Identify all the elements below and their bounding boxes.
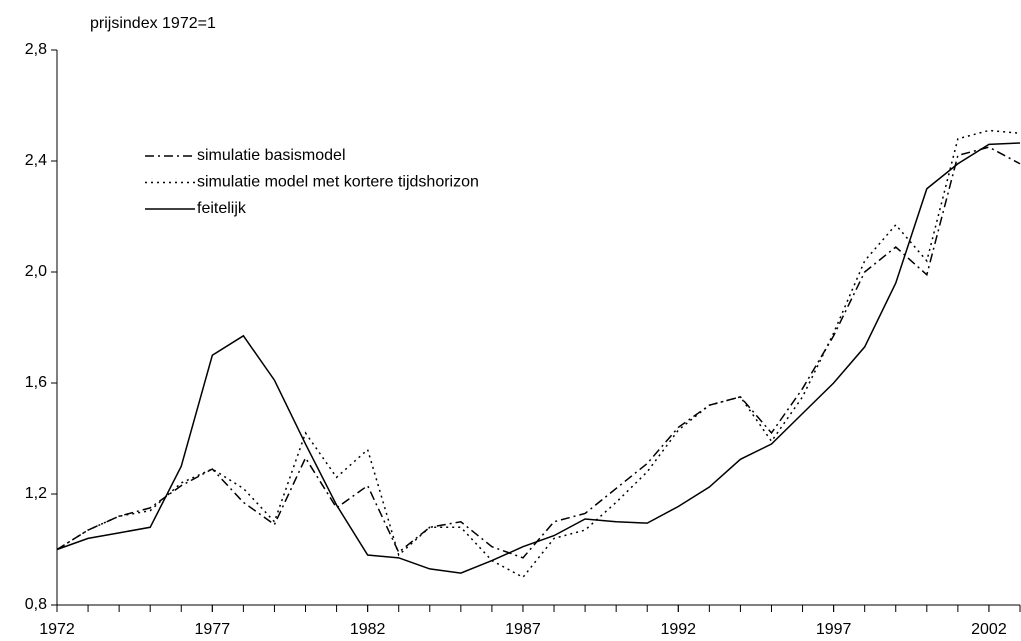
- series-line: [56, 146, 1021, 559]
- legend-label: simulatie basismodel: [197, 147, 346, 164]
- y-tick-label: 1,2: [25, 485, 47, 502]
- x-tick-label: 1977: [195, 621, 231, 638]
- y-tick-label: 0,8: [25, 596, 47, 613]
- y-tick-label: 2,0: [25, 263, 47, 280]
- x-tick-label: 1992: [660, 621, 696, 638]
- x-tick-label: 1982: [350, 621, 386, 638]
- x-tick-label: 1972: [39, 621, 75, 638]
- legend-label: simulatie model met kortere tijdshorizon: [197, 174, 479, 191]
- x-tick-label: 1997: [816, 621, 852, 638]
- y-tick-label: 2,8: [25, 41, 47, 58]
- series-line: [56, 129, 1021, 579]
- y-tick-label: 2,4: [25, 152, 47, 169]
- x-tick-label: 2002: [971, 621, 1007, 638]
- y-axis-label: prijsindex 1972=1: [90, 15, 216, 32]
- legend-label: feitelijk: [197, 200, 247, 217]
- series-line: [56, 142, 1021, 574]
- y-tick-label: 1,6: [25, 374, 47, 391]
- x-tick-label: 1987: [505, 621, 541, 638]
